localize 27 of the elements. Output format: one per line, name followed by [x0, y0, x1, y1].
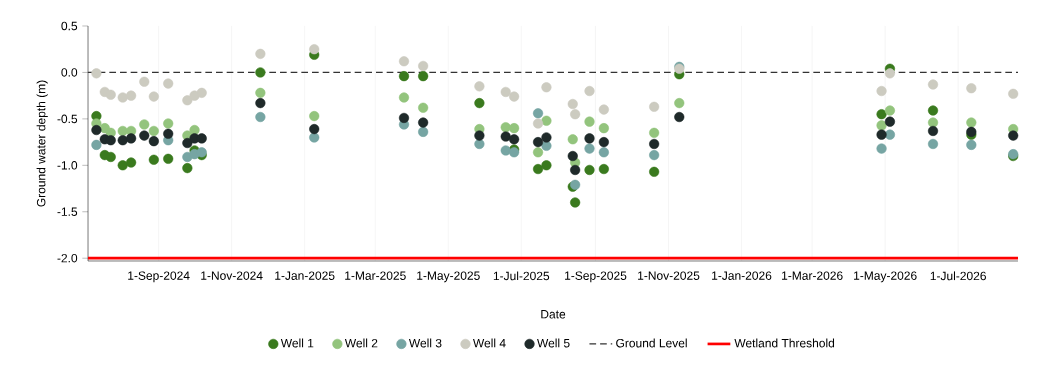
- legend-label: Wetland Threshold: [734, 338, 835, 348]
- x-tick-label: 1-Nov-2025: [638, 271, 700, 280]
- x-tick-label: 1-May-2026: [854, 271, 917, 283]
- legend-label: Ground Level: [616, 338, 687, 348]
- y-tick-label: -0.5: [57, 114, 78, 124]
- y-tick-label: -1.0: [57, 161, 78, 170]
- legend-label: Well 3: [408, 338, 442, 348]
- x-axis-title: Date: [541, 310, 566, 319]
- y-tick-label: 0.5: [61, 21, 78, 31]
- y-tick-label: -1.5: [57, 207, 78, 216]
- legend-label: Well 1: [280, 338, 314, 348]
- x-tick-label: 1-Sep-2025: [565, 271, 627, 283]
- y-tick-label: -2.0: [57, 253, 78, 263]
- x-tick-label: 1-Nov-2024: [201, 271, 263, 280]
- x-tick-label: 1-May-2025: [417, 271, 480, 283]
- x-tick-label: 1-Mar-2025: [345, 271, 406, 280]
- legend-label: Well 5: [537, 338, 570, 348]
- x-tick-label: 1-Jul-2025: [493, 271, 550, 281]
- y-tick-label: 0.0: [61, 68, 78, 77]
- legend-label: Well 4: [472, 338, 506, 348]
- y-axis-title: Ground water depth (m): [36, 80, 48, 207]
- x-tick-label: 1-Mar-2026: [782, 271, 843, 280]
- x-tick-label: 1-Jul-2026: [930, 271, 986, 281]
- x-tick-label: 1-Jan-2026: [712, 271, 772, 280]
- x-tick-label: 1-Jan-2025: [275, 271, 335, 280]
- legend-label: Well 2: [344, 338, 378, 348]
- x-tick-label: 1-Sep-2024: [128, 271, 190, 283]
